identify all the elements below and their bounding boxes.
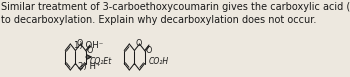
- Text: CO₂Et: CO₂Et: [89, 57, 112, 66]
- Text: O: O: [87, 47, 93, 55]
- Text: Similar treatment of 3-carboethoxycoumarin gives the carboxylic acid (below), wh: Similar treatment of 3-carboethoxycoumar…: [1, 2, 350, 25]
- Text: CO₂H: CO₂H: [148, 57, 168, 66]
- Text: O: O: [77, 39, 83, 48]
- Text: O: O: [136, 39, 142, 48]
- Text: 1) OH⁻: 1) OH⁻: [74, 41, 104, 50]
- Text: O: O: [146, 47, 152, 55]
- Text: 2) H⁺: 2) H⁺: [78, 62, 100, 71]
